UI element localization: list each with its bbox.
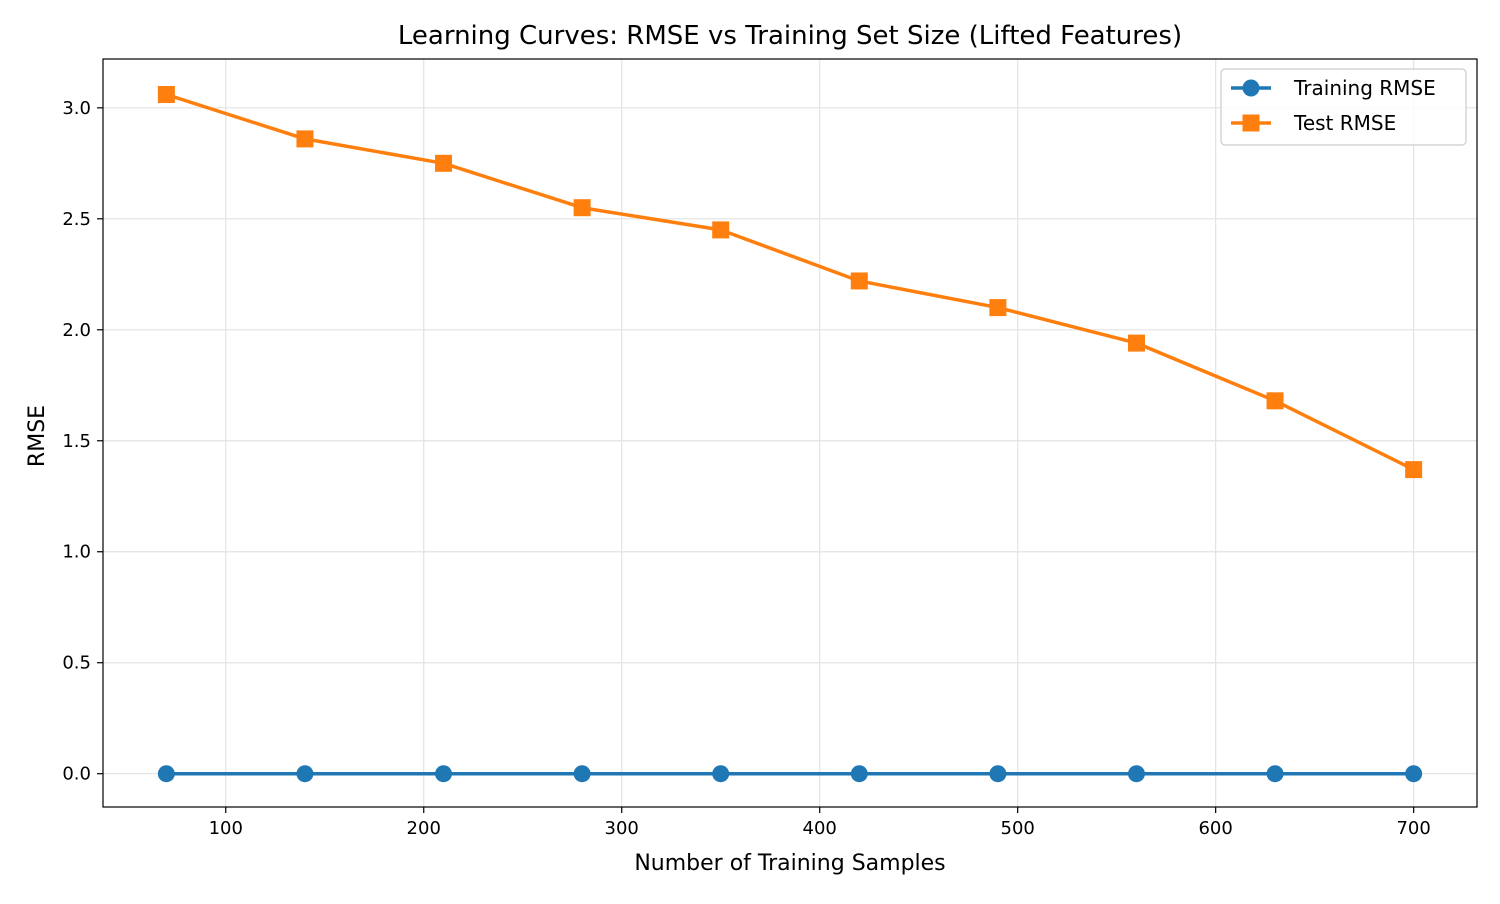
legend-box bbox=[1220, 68, 1467, 146]
plot-series bbox=[157, 86, 1423, 783]
y-tick-label: 0.0 bbox=[62, 764, 91, 785]
y-axis-title: RMSE bbox=[25, 405, 50, 467]
series-test-rmse bbox=[157, 86, 1423, 479]
training-rmse-point bbox=[573, 765, 591, 783]
test-rmse-point bbox=[435, 154, 453, 172]
x-axis-title: Number of Training Samples bbox=[634, 851, 945, 876]
legend-swatch-marker bbox=[1242, 114, 1260, 132]
test-rmse-point bbox=[157, 86, 175, 104]
y-tick-label: 0.5 bbox=[62, 653, 91, 674]
legend-item-test-rmse: Test RMSE bbox=[1231, 111, 1396, 135]
legend-swatch-marker bbox=[1242, 79, 1260, 97]
legend-label: Training RMSE bbox=[1293, 76, 1436, 100]
training-rmse-point bbox=[989, 765, 1007, 783]
plot-frame bbox=[102, 58, 1478, 808]
training-rmse-point bbox=[850, 765, 868, 783]
x-tick-label: 300 bbox=[605, 818, 639, 839]
training-rmse-point bbox=[712, 765, 730, 783]
training-rmse-point bbox=[1266, 765, 1284, 783]
x-tick-label: 200 bbox=[407, 818, 441, 839]
x-tick-label: 600 bbox=[1198, 818, 1232, 839]
y-tick-label: 2.0 bbox=[62, 320, 91, 341]
test-rmse-point bbox=[712, 221, 730, 239]
test-rmse-point bbox=[1405, 461, 1423, 479]
x-tick-label: 400 bbox=[803, 818, 837, 839]
test-rmse-point bbox=[850, 272, 868, 290]
training-rmse-point bbox=[1405, 765, 1423, 783]
training-rmse-point bbox=[435, 765, 453, 783]
x-tick-label: 100 bbox=[209, 818, 243, 839]
y-tick-label: 1.0 bbox=[62, 542, 91, 563]
test-rmse-point bbox=[989, 299, 1007, 317]
test-rmse-point bbox=[1266, 392, 1284, 410]
test-rmse-point bbox=[1127, 334, 1145, 352]
series-training-rmse bbox=[157, 765, 1423, 783]
test-rmse-point bbox=[296, 130, 314, 148]
y-tick-label: 3.0 bbox=[62, 98, 91, 119]
y-tick-label: 2.5 bbox=[62, 209, 91, 230]
training-rmse-point bbox=[157, 765, 175, 783]
training-rmse-point bbox=[296, 765, 314, 783]
x-tick-label: 700 bbox=[1396, 818, 1430, 839]
legend-label: Test RMSE bbox=[1293, 111, 1396, 135]
x-tick-label: 500 bbox=[1001, 818, 1035, 839]
legend: Training RMSE Test RMSE bbox=[1220, 68, 1467, 146]
y-tick-label: 1.5 bbox=[62, 431, 91, 452]
test-rmse-point bbox=[573, 199, 591, 217]
axis-ticks: 100 200 300 400 500 600 700 0.0 0.5 1.0 1.5 2.0 2.5 3… bbox=[62, 98, 1430, 839]
training-rmse-point bbox=[1127, 765, 1145, 783]
test-rmse-line bbox=[164, 92, 1416, 472]
legend-item-training-rmse: Training RMSE bbox=[1231, 76, 1436, 100]
chart-title: Learning Curves: RMSE vs Training Set Si… bbox=[398, 21, 1182, 51]
